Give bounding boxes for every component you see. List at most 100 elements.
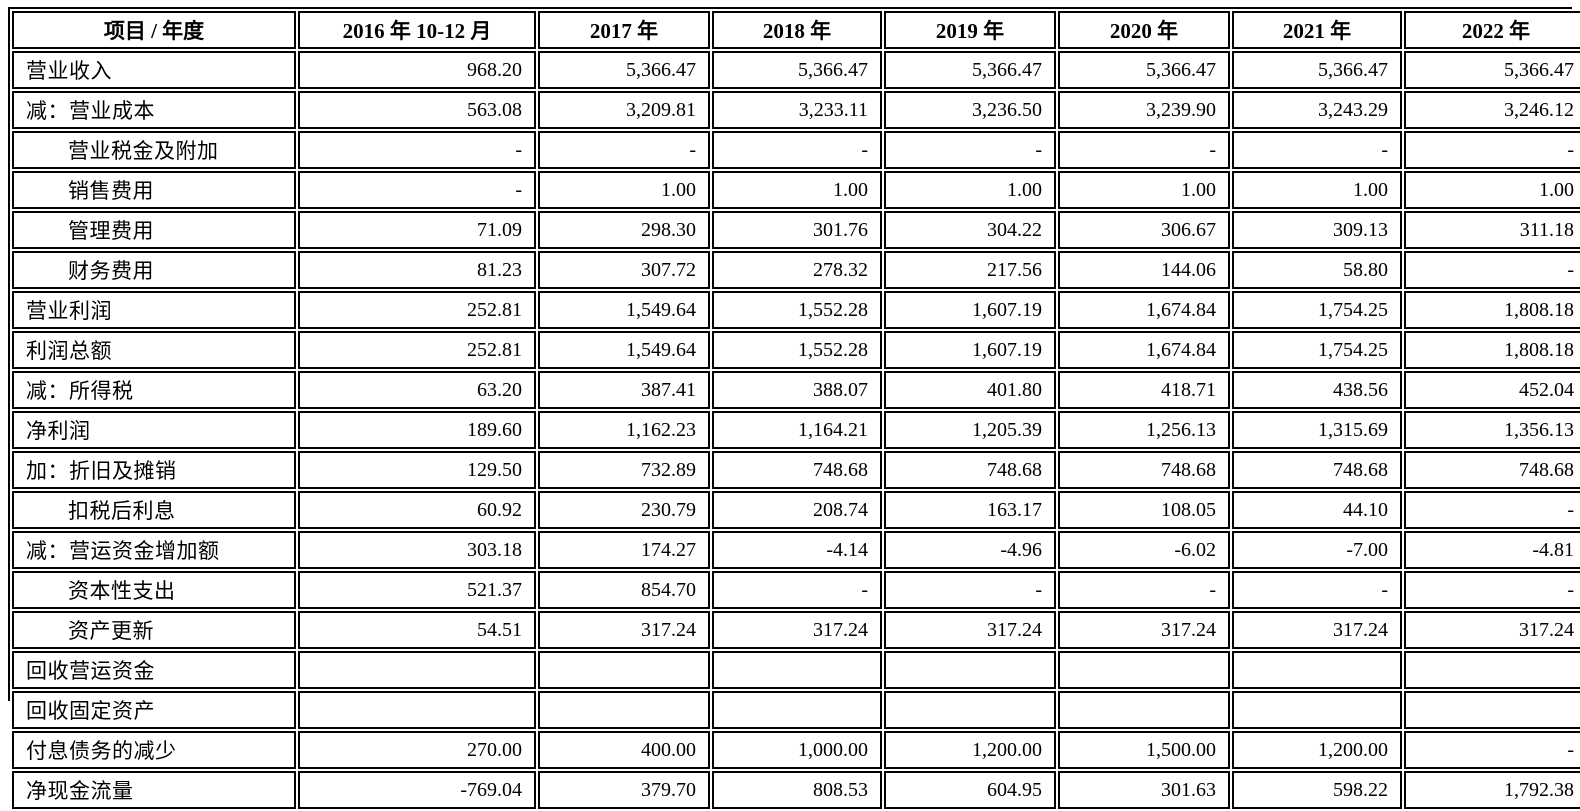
value-cell: -4.14 (712, 531, 882, 569)
value-cell: 63.20 (298, 371, 536, 409)
value-cell: 5,366.47 (1404, 51, 1580, 89)
column-header-item: 项目 / 年度 (12, 11, 296, 49)
row-label-cell: 加：折旧及摊销 (12, 451, 296, 489)
value-cell: - (538, 131, 710, 169)
value-cell: 1,200.00 (884, 731, 1056, 769)
column-header-period: 2017 年 (538, 11, 710, 49)
value-cell: -769.04 (298, 771, 536, 809)
table-row: 回收固定资产 (12, 691, 1580, 729)
value-cell: 1,808.18 (1404, 291, 1580, 329)
value-cell: 1,549.64 (538, 331, 710, 369)
value-cell: 732.89 (538, 451, 710, 489)
table-row: 营业税金及附加 - - - - - - - (12, 131, 1580, 169)
value-cell: - (298, 171, 536, 209)
table-row: 付息债务的减少 270.00 400.00 1,000.00 1,200.00 1,500… (12, 731, 1580, 769)
value-cell: 1,356.13 (1404, 411, 1580, 449)
table-row: 回收营运资金 (12, 651, 1580, 689)
value-cell: 44.10 (1232, 491, 1402, 529)
value-cell: 144.06 (1058, 251, 1230, 289)
value-cell: 387.41 (538, 371, 710, 409)
value-cell: 1,000.00 (712, 731, 882, 769)
value-cell (298, 691, 536, 729)
value-cell: 452.04 (1404, 371, 1580, 409)
value-cell: -6.02 (1058, 531, 1230, 569)
value-cell: 1,754.25 (1232, 291, 1402, 329)
value-cell: 438.56 (1232, 371, 1402, 409)
value-cell: - (884, 131, 1056, 169)
value-cell (884, 691, 1056, 729)
value-cell: 563.08 (298, 91, 536, 129)
value-cell: 317.24 (1232, 611, 1402, 649)
row-label-cell: 财务费用 (12, 251, 296, 289)
value-cell: - (1058, 571, 1230, 609)
value-cell: 1,164.21 (712, 411, 882, 449)
value-cell: 129.50 (298, 451, 536, 489)
row-label-cell: 利润总额 (12, 331, 296, 369)
value-cell: 5,366.47 (1058, 51, 1230, 89)
value-cell (538, 691, 710, 729)
value-cell: 748.68 (884, 451, 1056, 489)
value-cell: - (1404, 571, 1580, 609)
table-row: 加：折旧及摊销 129.50 732.89 748.68 748.68 748.68 748… (12, 451, 1580, 489)
table-row: 净现金流量 -769.04 379.70 808.53 604.95 301.63 598.… (12, 771, 1580, 809)
value-cell: - (1058, 131, 1230, 169)
value-cell: 598.22 (1232, 771, 1402, 809)
value-cell: 3,209.81 (538, 91, 710, 129)
value-cell: 1,162.23 (538, 411, 710, 449)
value-cell: 311.18 (1404, 211, 1580, 249)
table-body: 营业收入 968.20 5,366.47 5,366.47 5,366.47 5,366.… (12, 51, 1580, 809)
value-cell: 317.24 (1404, 611, 1580, 649)
value-cell (884, 651, 1056, 689)
value-cell: 3,246.12 (1404, 91, 1580, 129)
value-cell: 1.00 (1404, 171, 1580, 209)
row-label-cell: 管理费用 (12, 211, 296, 249)
value-cell: 1,792.38 (1404, 771, 1580, 809)
value-cell: - (712, 131, 882, 169)
table-row: 减：所得税 63.20 387.41 388.07 401.80 418.71 438.56… (12, 371, 1580, 409)
value-cell: 1,205.39 (884, 411, 1056, 449)
column-header-period: 2018 年 (712, 11, 882, 49)
row-label-cell: 资产更新 (12, 611, 296, 649)
value-cell: 1.00 (538, 171, 710, 209)
value-cell (1404, 651, 1580, 689)
column-header-period: 2020 年 (1058, 11, 1230, 49)
table-row: 利润总额 252.81 1,549.64 1,552.28 1,607.19 1,674.… (12, 331, 1580, 369)
value-cell: 748.68 (712, 451, 882, 489)
value-cell: 1,552.28 (712, 291, 882, 329)
value-cell: 81.23 (298, 251, 536, 289)
value-cell: 252.81 (298, 291, 536, 329)
value-cell: 5,366.47 (884, 51, 1056, 89)
value-cell (1232, 691, 1402, 729)
value-cell: 1.00 (1232, 171, 1402, 209)
value-cell: - (1232, 131, 1402, 169)
value-cell (712, 651, 882, 689)
value-cell: 60.92 (298, 491, 536, 529)
value-cell: 58.80 (1232, 251, 1402, 289)
value-cell: 1,315.69 (1232, 411, 1402, 449)
row-label-cell: 付息债务的减少 (12, 731, 296, 769)
value-cell (298, 651, 536, 689)
value-cell: 298.30 (538, 211, 710, 249)
column-header-period: 2021 年 (1232, 11, 1402, 49)
value-cell: 5,366.47 (538, 51, 710, 89)
value-cell: 108.05 (1058, 491, 1230, 529)
row-label-cell: 净现金流量 (12, 771, 296, 809)
value-cell: - (712, 571, 882, 609)
table-row: 扣税后利息 60.92 230.79 208.74 163.17 108.05 44.10- (12, 491, 1580, 529)
value-cell: - (1404, 491, 1580, 529)
value-cell: - (1404, 251, 1580, 289)
value-cell: 1,500.00 (1058, 731, 1230, 769)
value-cell: - (1404, 731, 1580, 769)
value-cell: 5,366.47 (1232, 51, 1402, 89)
row-label-cell: 减：营业成本 (12, 91, 296, 129)
value-cell: 388.07 (712, 371, 882, 409)
value-cell: 230.79 (538, 491, 710, 529)
row-label-cell: 扣税后利息 (12, 491, 296, 529)
value-cell: 309.13 (1232, 211, 1402, 249)
column-header-period: 2022 年 (1404, 11, 1580, 49)
value-cell: -7.00 (1232, 531, 1402, 569)
table-row: 资产更新 54.51 317.24 317.24 317.24 317.24 317.24 3… (12, 611, 1580, 649)
row-label-cell: 营业利润 (12, 291, 296, 329)
